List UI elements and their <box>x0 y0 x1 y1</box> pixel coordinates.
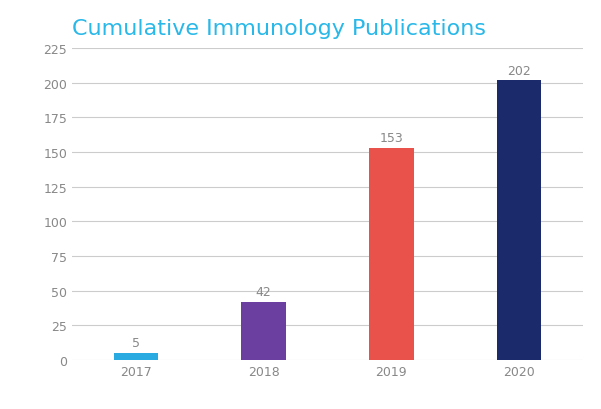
Text: 5: 5 <box>132 337 140 350</box>
Text: 153: 153 <box>379 132 403 145</box>
Text: Cumulative Immunology Publications: Cumulative Immunology Publications <box>72 19 486 39</box>
Bar <box>114 353 158 360</box>
Bar <box>369 148 413 360</box>
Text: 42: 42 <box>256 285 272 299</box>
Text: 202: 202 <box>507 65 531 77</box>
Bar <box>242 302 286 360</box>
Bar <box>497 81 542 360</box>
